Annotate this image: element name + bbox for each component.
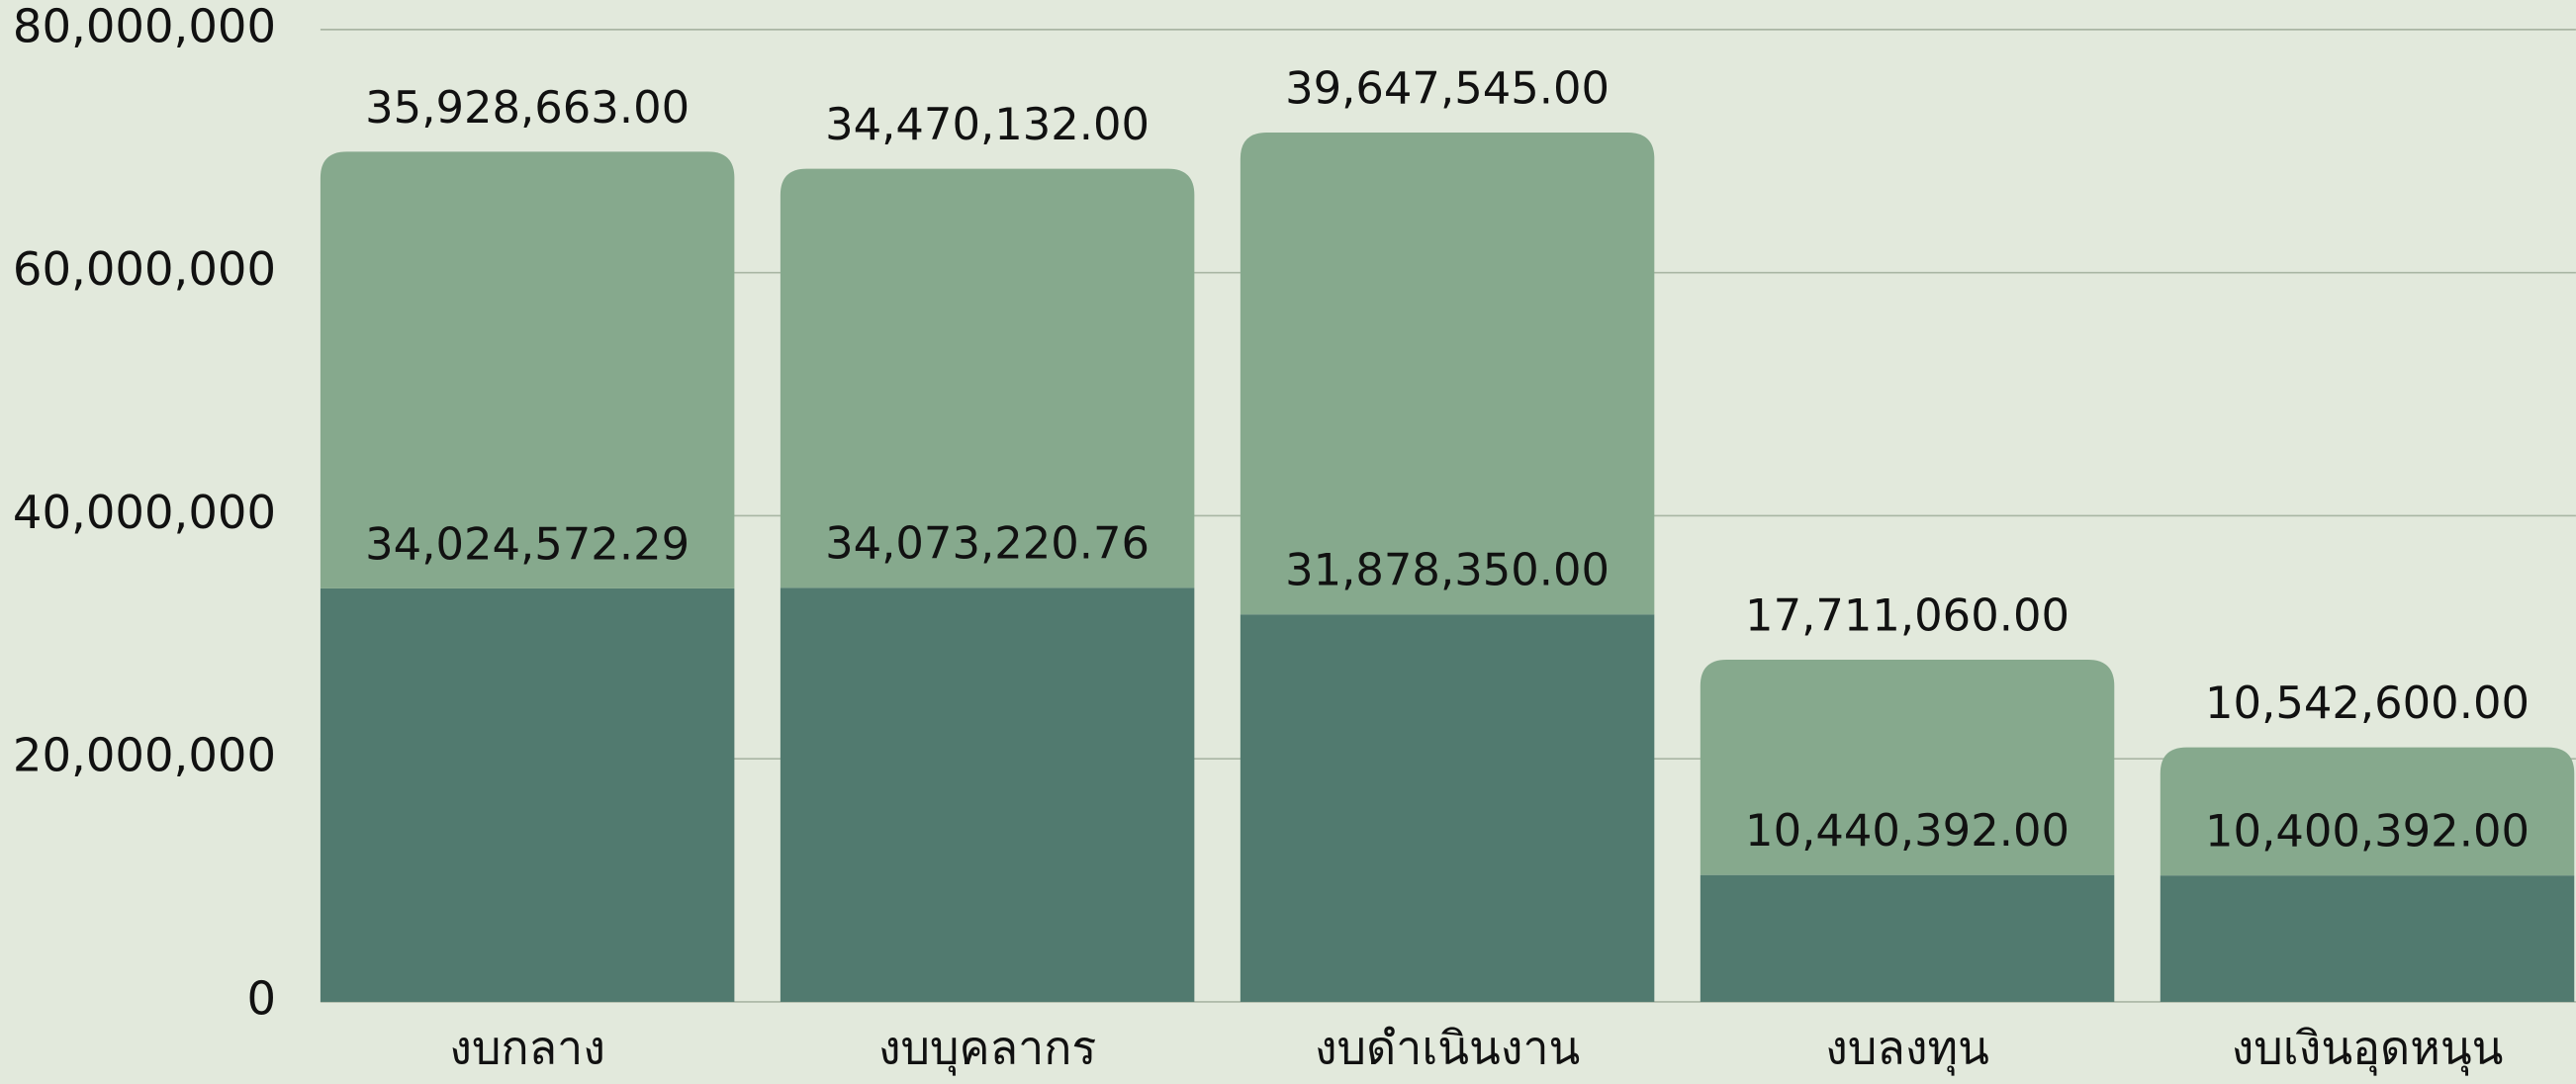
bar-segment (1240, 133, 1655, 615)
y-tick-label: 60,000,000 (13, 242, 276, 296)
bar-segment (1700, 660, 2115, 875)
bar-segment (320, 151, 735, 588)
y-tick-label: 20,000,000 (13, 729, 276, 782)
value-label: 10,400,392.00 (2205, 805, 2530, 858)
y-tick-label: 80,000,000 (13, 0, 276, 52)
value-label: 10,542,600.00 (2205, 677, 2530, 729)
bar-segment (780, 587, 1195, 1002)
x-tick-label: งบกลาง (449, 1021, 605, 1074)
value-label: 39,647,545.00 (1285, 62, 1610, 115)
value-label: 35,928,663.00 (365, 81, 690, 134)
bar-segment (1240, 614, 1655, 1002)
x-tick-label: งบลงทุน (1825, 1021, 1989, 1076)
value-label: 10,440,392.00 (1745, 804, 2070, 857)
bar-segment (780, 168, 1195, 588)
x-tick-label: งบเงินอุดหนุน (2232, 1021, 2504, 1076)
bar-segment (320, 587, 735, 1002)
y-tick-label: 0 (246, 971, 276, 1025)
bar-segment (2160, 747, 2575, 876)
x-tick-label: งบดำเนินงาน (1315, 1021, 1581, 1074)
value-label: 31,878,350.00 (1285, 544, 1610, 596)
bar-segment (2160, 875, 2575, 1002)
x-tick-label: งบบุคลากร (878, 1021, 1097, 1076)
value-label: 34,470,132.00 (825, 98, 1150, 150)
bar-segment (1700, 874, 2115, 1002)
value-label: 34,073,220.76 (825, 517, 1150, 570)
y-tick-label: 40,000,000 (13, 486, 276, 539)
value-label: 17,711,060.00 (1745, 589, 2070, 642)
value-label: 34,024,572.29 (365, 517, 690, 570)
